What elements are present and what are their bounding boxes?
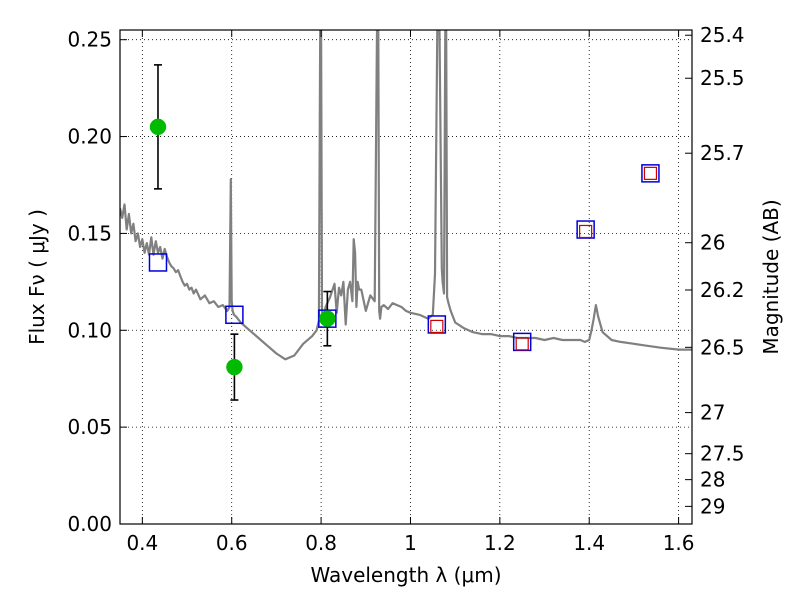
y2-tick-label: 28 — [700, 468, 725, 492]
x-tick-label: 1.2 — [484, 531, 516, 555]
observed-point — [226, 358, 243, 376]
y2-tick-label: 25.4 — [700, 23, 745, 47]
x-tick-label: 1 — [404, 531, 417, 555]
x-tick-label: 0.6 — [216, 531, 248, 555]
y2-tick-label: 29 — [700, 494, 725, 518]
y-tick-label: 0.25 — [67, 28, 112, 52]
y2-axis-label: Magnitude (AB) — [759, 199, 783, 354]
y2-tick-label: 25.7 — [700, 141, 745, 165]
y-tick-label: 0.00 — [67, 512, 112, 536]
model-band-square — [148, 253, 168, 272]
y2-tick-label: 26.5 — [700, 335, 745, 359]
spectrum-layer — [120, 30, 692, 361]
x-tick-label: 0.8 — [305, 531, 337, 555]
y-tick-label: 0.20 — [67, 125, 112, 149]
model-band-inner-square — [515, 337, 529, 351]
observed-point — [319, 310, 336, 327]
y-axis-label: Flux Fν ( μJy ) — [25, 209, 49, 345]
y-tick-label: 0.05 — [67, 415, 112, 439]
spectrum-line — [120, 30, 692, 361]
y2-tick-label: 27 — [700, 401, 725, 425]
x-tick-label: 0.4 — [126, 531, 158, 555]
observed-point — [149, 118, 167, 136]
marker-layer — [148, 64, 660, 401]
y-tick-label: 0.15 — [67, 221, 112, 245]
model-band-inner-square — [430, 319, 444, 333]
y2-tick-label: 27.5 — [700, 442, 745, 466]
x-axis-label: Wavelength λ (μm) — [310, 563, 501, 587]
tick-layer: 0.4 0.6 0.8 1 1.2 1.4 1.6 0.00 0.05 0.10 0.15 0.20 0… — [67, 23, 744, 555]
model-band-square — [225, 305, 244, 325]
plot-frame — [119, 29, 693, 525]
x-tick-label: 1.6 — [663, 531, 695, 555]
y2-tick-label: 26.2 — [700, 278, 745, 302]
y-tick-label: 0.10 — [67, 318, 112, 342]
model-band-inner-square — [579, 224, 593, 239]
model-band-square — [641, 164, 660, 183]
y2-tick-label: 25.5 — [700, 66, 745, 90]
x-tick-label: 1.4 — [573, 531, 605, 555]
model-band-inner-square — [643, 166, 658, 180]
y2-tick-label: 26 — [700, 231, 725, 255]
